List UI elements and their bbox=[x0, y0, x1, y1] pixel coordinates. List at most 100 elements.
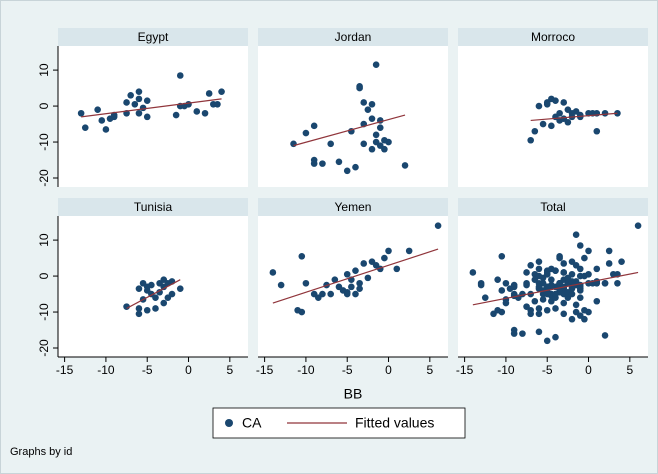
point bbox=[277, 281, 285, 289]
point bbox=[139, 104, 147, 112]
point bbox=[205, 90, 213, 97]
point bbox=[368, 145, 376, 153]
point bbox=[135, 95, 143, 103]
point bbox=[543, 100, 551, 108]
point bbox=[434, 222, 442, 230]
point bbox=[552, 97, 559, 104]
panel-title: Total bbox=[540, 200, 565, 214]
point bbox=[535, 328, 543, 336]
y-tick-label: -20 bbox=[37, 339, 51, 357]
point bbox=[601, 109, 609, 117]
point bbox=[348, 283, 355, 291]
point bbox=[77, 109, 85, 117]
point bbox=[502, 299, 510, 307]
point bbox=[614, 279, 621, 287]
point bbox=[581, 315, 588, 323]
point bbox=[143, 283, 151, 291]
x-tick-label: 5 bbox=[426, 363, 433, 377]
plot-area bbox=[258, 46, 448, 187]
point bbox=[201, 109, 209, 117]
point bbox=[535, 102, 543, 110]
panel-title-bar bbox=[458, 28, 648, 46]
point bbox=[560, 260, 568, 267]
point bbox=[131, 100, 139, 108]
point bbox=[531, 276, 539, 283]
point bbox=[405, 247, 413, 255]
point bbox=[572, 301, 580, 309]
point bbox=[214, 100, 221, 108]
point bbox=[327, 290, 334, 298]
legend-marker bbox=[225, 419, 233, 427]
note: Graphs by id bbox=[10, 446, 72, 458]
x-tick-label: -15 bbox=[256, 363, 274, 377]
point bbox=[527, 136, 534, 144]
point bbox=[523, 269, 530, 276]
point bbox=[523, 303, 530, 310]
point bbox=[372, 131, 380, 139]
y-tick-label: 0 bbox=[37, 102, 51, 109]
x-tick-label: -15 bbox=[456, 363, 474, 377]
point bbox=[502, 279, 510, 287]
point bbox=[568, 315, 576, 323]
panel-title: Egypt bbox=[138, 30, 169, 44]
point bbox=[360, 99, 368, 106]
point bbox=[269, 269, 277, 276]
point bbox=[319, 160, 326, 167]
point bbox=[556, 109, 563, 117]
point bbox=[593, 265, 601, 273]
legend-label: CA bbox=[242, 415, 262, 431]
point bbox=[535, 258, 543, 265]
point bbox=[352, 267, 359, 274]
point bbox=[193, 108, 201, 115]
point bbox=[576, 294, 584, 301]
point bbox=[298, 252, 306, 260]
point bbox=[135, 109, 143, 117]
point bbox=[343, 167, 351, 175]
point bbox=[381, 254, 388, 262]
point bbox=[548, 276, 555, 283]
point bbox=[356, 285, 363, 292]
point bbox=[176, 72, 184, 79]
panel-title-bar bbox=[458, 198, 648, 216]
panel-title: Tunisia bbox=[134, 200, 173, 214]
point bbox=[143, 306, 151, 314]
y-tick-label: -10 bbox=[37, 133, 51, 151]
point bbox=[593, 297, 601, 305]
point bbox=[310, 122, 318, 130]
panel-title-bar bbox=[58, 28, 248, 46]
point bbox=[94, 106, 101, 113]
point bbox=[601, 332, 609, 339]
x-tick-label: -5 bbox=[342, 363, 353, 377]
panel-title: Morroco bbox=[531, 30, 575, 44]
point bbox=[481, 294, 489, 301]
point bbox=[576, 285, 584, 292]
point bbox=[302, 129, 310, 137]
point bbox=[343, 270, 351, 278]
point bbox=[393, 265, 401, 273]
plot-area bbox=[58, 46, 248, 187]
point bbox=[634, 222, 642, 230]
point bbox=[585, 247, 592, 255]
legend-label: Fitted values bbox=[355, 415, 434, 431]
point bbox=[523, 281, 530, 289]
x-tick-label: -10 bbox=[297, 363, 315, 377]
x-tick-label: -5 bbox=[142, 363, 153, 377]
point bbox=[535, 310, 543, 318]
point bbox=[98, 117, 106, 124]
point bbox=[560, 269, 568, 276]
x-tick-label: -5 bbox=[542, 363, 553, 377]
y-tick-label: -10 bbox=[37, 303, 51, 321]
point bbox=[172, 111, 180, 119]
point bbox=[376, 124, 384, 131]
point bbox=[135, 88, 143, 95]
panel-title-bar bbox=[258, 198, 448, 216]
point bbox=[127, 91, 134, 99]
point bbox=[143, 97, 151, 104]
point bbox=[364, 274, 372, 282]
point bbox=[302, 279, 310, 287]
point bbox=[548, 122, 555, 130]
fit-line bbox=[293, 114, 406, 147]
point bbox=[143, 113, 151, 121]
point bbox=[535, 265, 543, 273]
